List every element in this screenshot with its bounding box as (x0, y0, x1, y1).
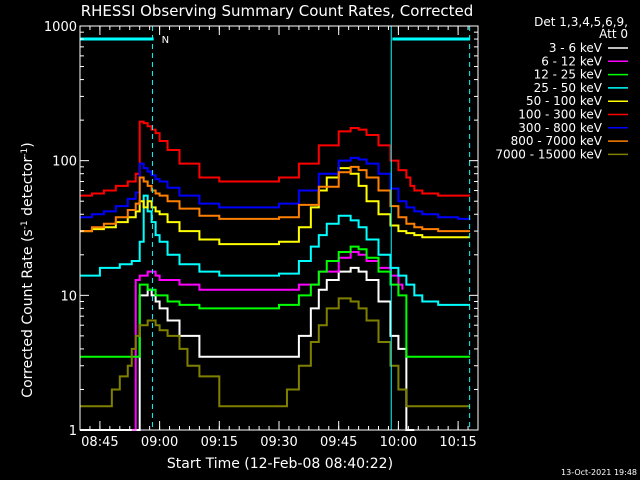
series-line-7000-15000-kev (80, 297, 471, 408)
x-tick-label: 09:15 (201, 435, 238, 450)
x-tick-label: 09:00 (141, 435, 178, 450)
series-line-800-7000-kev (80, 165, 471, 233)
x-tick-label: 09:30 (260, 435, 297, 450)
legend-label: 100 - 300 keV (518, 108, 602, 122)
legend-header-line1: Det 1,3,4,5,6,9, (534, 15, 628, 29)
x-axis: 08:45 09:00 09:15 09:30 09:45 10:00 10:15 (79, 26, 479, 450)
timestamp: 13-Oct-2021 19:48 (561, 468, 637, 477)
legend-label: 3 - 6 keV (549, 41, 603, 55)
chart-title: RHESSI Observing Summary Count Rates, Co… (81, 2, 474, 20)
y-axis-label: Corrected Count Rate (s-1 detector-1) (20, 142, 36, 397)
legend-label: 12 - 25 keV (534, 68, 603, 82)
series-line-25-50-kev (80, 194, 471, 306)
legend-label: 800 - 7000 keV (511, 134, 603, 148)
flag-label: N (162, 35, 169, 46)
legend-label: 300 - 800 keV (518, 121, 602, 135)
legend-label: 25 - 50 keV (534, 81, 603, 95)
marker-group: N (80, 26, 471, 430)
y-axis: 1 10 100 1000 (44, 20, 478, 439)
legend-label: 50 - 100 keV (526, 94, 603, 108)
legend-label: 7000 - 15000 keV (495, 147, 602, 161)
series-line-12-25-kev (80, 245, 471, 358)
legend-label: 6 - 12 keV (541, 54, 603, 68)
y-tick-label: 1 (69, 424, 77, 439)
plot-series-group (80, 120, 471, 431)
series-line-100-300-kev (80, 120, 471, 197)
y-tick-label: 100 (52, 155, 77, 170)
x-tick-label: 10:15 (439, 435, 476, 450)
legend-header-line2: Att 0 (599, 27, 628, 41)
x-tick-label: 10:00 (380, 435, 417, 450)
x-tick-label: 08:45 (81, 435, 118, 450)
y-tick-label: 10 (60, 289, 77, 304)
x-axis-label: Start Time (12-Feb-08 08:40:22) (167, 456, 393, 472)
x-tick-label: 09:45 (320, 435, 357, 450)
y-tick-label: 1000 (44, 20, 77, 35)
series-line-300-800-kev (80, 156, 471, 220)
series-line-50-100-kev (80, 167, 471, 246)
